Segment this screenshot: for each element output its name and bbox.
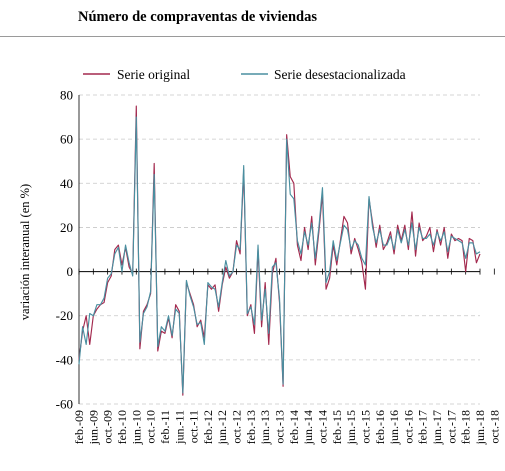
x-tick-label: jun.-15 bbox=[344, 410, 358, 445]
x-tick-label: oct.-14 bbox=[315, 410, 329, 444]
x-tick-label: oct.-18 bbox=[487, 410, 501, 444]
x-tick-label: feb.-12 bbox=[201, 410, 215, 444]
x-tick-label: feb.-14 bbox=[287, 410, 301, 444]
x-tick-label: feb.-18 bbox=[459, 410, 473, 444]
x-tick-label: oct.-16 bbox=[401, 410, 415, 444]
x-tick-label: feb.-15 bbox=[330, 410, 344, 444]
y-tick-label: -60 bbox=[56, 397, 73, 412]
y-tick-label: 40 bbox=[60, 176, 73, 191]
x-tick-label: jun.-09 bbox=[86, 410, 100, 445]
x-tick-label: feb.-17 bbox=[416, 410, 430, 444]
series-line-serie-desestacionalizada bbox=[78, 116, 481, 394]
x-tick-label: oct.-11 bbox=[187, 410, 201, 443]
x-tick-label: oct.-17 bbox=[444, 410, 458, 444]
x-tick-label: oct.-13 bbox=[273, 410, 287, 444]
x-tick-label: oct.-15 bbox=[358, 410, 372, 444]
y-tick-label: -40 bbox=[56, 352, 73, 367]
grid-layer bbox=[79, 94, 480, 405]
y-axis-title: variación interanual (en %) bbox=[18, 184, 32, 320]
x-tick-label: feb.-11 bbox=[158, 410, 172, 444]
x-tick-label: feb.-13 bbox=[244, 410, 258, 444]
y-tick-label: 0 bbox=[67, 264, 74, 279]
x-tick-label: jun.-14 bbox=[301, 410, 315, 445]
legend-label-serie-original: Serie original bbox=[117, 67, 190, 82]
legend-label-serie-desestacionalizada: Serie desestacionalizada bbox=[274, 67, 406, 82]
x-tick-label: jun.-10 bbox=[129, 410, 143, 445]
chart-title: Número de compraventas de viviendas bbox=[78, 9, 317, 25]
y-tick-label: 60 bbox=[60, 132, 73, 147]
y-tick-label: -20 bbox=[56, 308, 73, 323]
y-tick-label: 80 bbox=[60, 88, 73, 103]
x-tick-label: feb.-09 bbox=[72, 410, 86, 444]
x-tick-label: oct.-12 bbox=[230, 410, 244, 444]
legend: Serie original Serie desestacionalizada bbox=[83, 67, 406, 82]
x-tick-label: jun.-11 bbox=[172, 410, 186, 445]
x-tick-label: jun.-18 bbox=[473, 410, 487, 445]
title-divider bbox=[0, 36, 505, 37]
x-tick-label: feb.-10 bbox=[115, 410, 129, 444]
x-tick-label: oct.-10 bbox=[144, 410, 158, 444]
x-tick-label: jun.-17 bbox=[430, 410, 444, 445]
series-line-serie-original bbox=[78, 105, 481, 396]
x-tick-label: feb.-16 bbox=[373, 410, 387, 444]
x-tick-label: jun.-12 bbox=[215, 410, 229, 445]
x-tick-label: jun.-13 bbox=[258, 410, 272, 445]
x-tick-label: oct.-09 bbox=[101, 410, 115, 444]
y-tick-label: 20 bbox=[60, 220, 73, 235]
x-tick-label: jun.-16 bbox=[387, 410, 401, 445]
series-layer bbox=[78, 105, 481, 396]
